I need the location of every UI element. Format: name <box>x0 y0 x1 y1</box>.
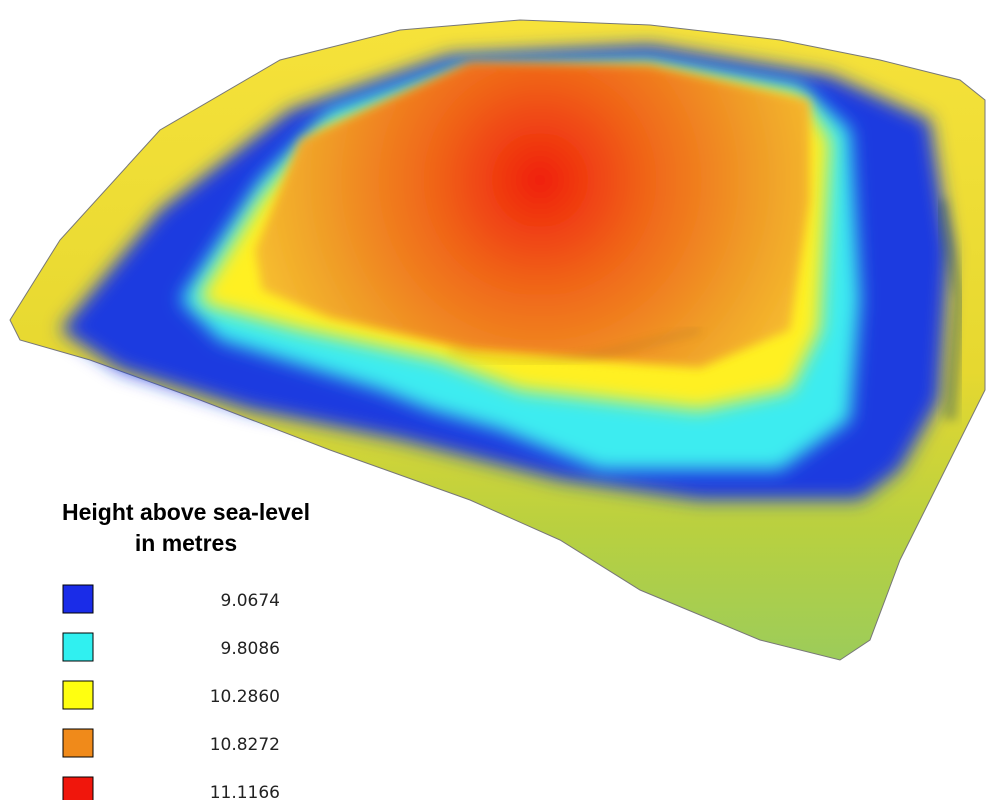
legend-swatch <box>63 729 93 757</box>
legend-label: 11.1166 <box>210 783 280 800</box>
legend-swatch <box>63 777 93 800</box>
legend-label: 10.2860 <box>210 687 280 707</box>
legend-label: 9.8086 <box>221 639 280 659</box>
legend-label: 10.8272 <box>210 735 280 755</box>
terrain-surface <box>10 20 985 660</box>
legend-swatch <box>63 681 93 709</box>
legend-label: 9.0674 <box>221 591 280 611</box>
legend-swatch <box>63 585 93 613</box>
legend-subtitle: in metres <box>135 530 237 556</box>
legend-title: Height above sea-level <box>62 499 310 525</box>
legend-swatch <box>63 633 93 661</box>
terrain-map: Height above sea-level in metres 9.0674 9… <box>0 0 990 800</box>
page: Height above sea-level in metres 9.0674 9… <box>0 0 990 800</box>
